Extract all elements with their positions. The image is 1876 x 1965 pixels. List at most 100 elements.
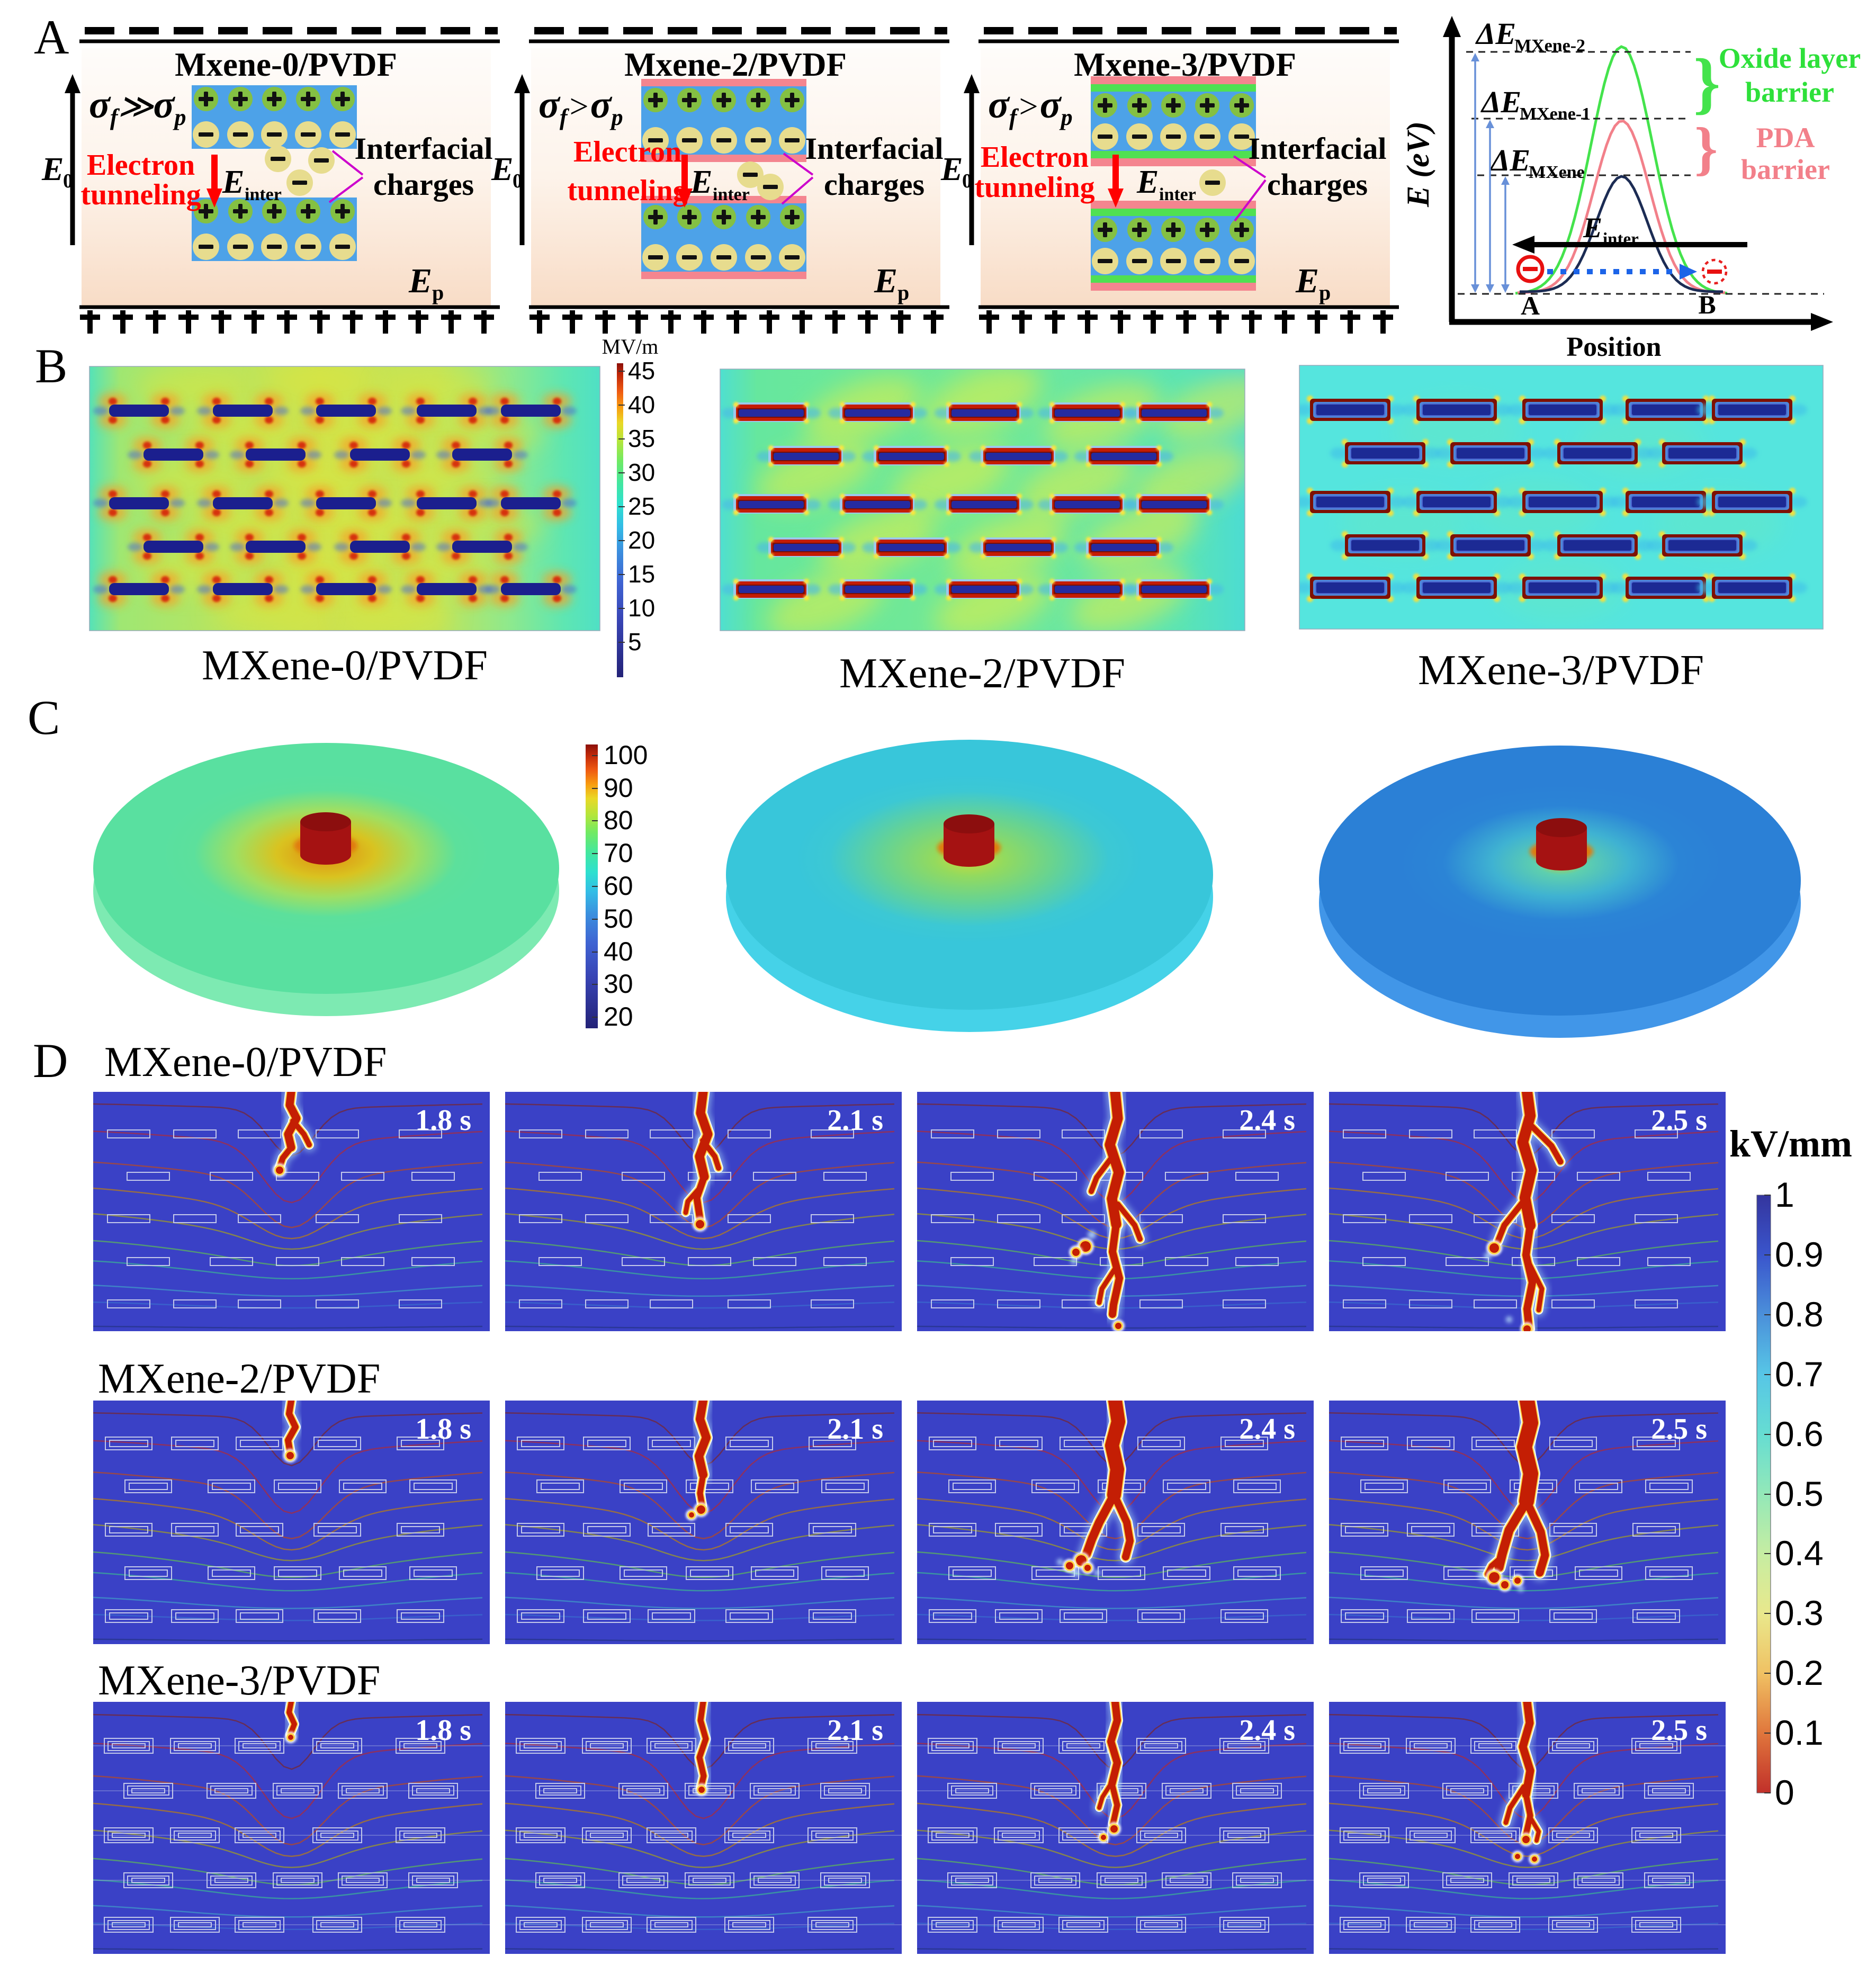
svg-text:Interfacial: Interfacial xyxy=(1249,131,1387,166)
svg-text:0.4: 0.4 xyxy=(1775,1533,1824,1573)
svg-text:0: 0 xyxy=(513,170,523,192)
svg-text:inter: inter xyxy=(1159,185,1196,204)
svg-text:2.5 s: 2.5 s xyxy=(1651,1104,1707,1137)
svg-text:tunneling: tunneling xyxy=(80,178,201,211)
svg-text:Oxide layer: Oxide layer xyxy=(1719,42,1861,74)
svg-text:MXene-0/PVDF: MXene-0/PVDF xyxy=(104,1039,387,1085)
svg-text:2.4 s: 2.4 s xyxy=(1239,1714,1295,1747)
svg-text:Interfacial: Interfacial xyxy=(805,131,944,166)
svg-text:A: A xyxy=(34,10,69,64)
svg-text:25: 25 xyxy=(628,492,655,520)
svg-text:}: } xyxy=(1694,116,1718,182)
svg-text:inter: inter xyxy=(245,185,282,204)
svg-text:90: 90 xyxy=(604,773,633,803)
svg-text:tunneling: tunneling xyxy=(974,171,1094,204)
svg-text:70: 70 xyxy=(604,838,633,868)
svg-text:2.1 s: 2.1 s xyxy=(827,1413,883,1446)
svg-text:barrier: barrier xyxy=(1741,154,1830,185)
svg-text:0.7: 0.7 xyxy=(1775,1354,1824,1394)
svg-text:5: 5 xyxy=(628,628,642,656)
svg-text:35: 35 xyxy=(628,425,655,452)
svg-text:1: 1 xyxy=(1775,1175,1794,1214)
svg-text:p: p xyxy=(1319,281,1331,304)
svg-text:40: 40 xyxy=(628,391,655,418)
svg-text:tunneling: tunneling xyxy=(567,174,687,207)
svg-text:E: E xyxy=(1136,164,1159,200)
svg-text:MXene-3/PVDF: MXene-3/PVDF xyxy=(98,1657,380,1704)
svg-text:20: 20 xyxy=(628,526,655,554)
svg-text:Interfacial: Interfacial xyxy=(355,131,493,166)
svg-text:1.8 s: 1.8 s xyxy=(415,1714,471,1747)
svg-text:E: E xyxy=(1295,262,1319,300)
svg-text:ΔE: ΔE xyxy=(1489,143,1530,177)
svg-text:0.2: 0.2 xyxy=(1775,1653,1824,1692)
svg-text:kV/mm: kV/mm xyxy=(1729,1123,1852,1165)
svg-text:2.4 s: 2.4 s xyxy=(1239,1413,1295,1446)
svg-text:2.5 s: 2.5 s xyxy=(1651,1413,1707,1446)
svg-text:10: 10 xyxy=(628,594,655,622)
svg-text:σf≫σp: σf≫σp xyxy=(89,83,186,130)
svg-text:2.1 s: 2.1 s xyxy=(827,1714,883,1747)
svg-text:0.5: 0.5 xyxy=(1775,1474,1824,1513)
svg-text:E: E xyxy=(222,164,244,200)
svg-text:20: 20 xyxy=(604,1002,633,1031)
svg-text:MXene-1: MXene-1 xyxy=(1520,104,1591,124)
svg-text:30: 30 xyxy=(604,969,633,999)
svg-text:E: E xyxy=(940,151,963,187)
svg-text:60: 60 xyxy=(604,871,633,901)
svg-text:D: D xyxy=(33,1034,68,1088)
svg-text:MXene-0/PVDF: MXene-0/PVDF xyxy=(202,641,488,689)
svg-text:B: B xyxy=(1698,290,1716,319)
svg-text:50: 50 xyxy=(604,904,633,934)
svg-text:MXene-2: MXene-2 xyxy=(1514,36,1585,56)
svg-text:Position: Position xyxy=(1566,332,1661,362)
svg-text:0.3: 0.3 xyxy=(1775,1593,1824,1632)
svg-text:ΔE: ΔE xyxy=(1480,85,1521,119)
svg-text:C: C xyxy=(28,690,60,744)
svg-text:}: } xyxy=(1693,45,1720,121)
svg-text:1.8 s: 1.8 s xyxy=(415,1413,471,1446)
svg-text:Electron: Electron xyxy=(981,141,1089,174)
svg-text:45: 45 xyxy=(628,357,655,384)
svg-text:100: 100 xyxy=(604,740,648,770)
svg-text:40: 40 xyxy=(604,937,633,966)
svg-text:E: E xyxy=(491,151,513,187)
svg-text:Mxene-2/PVDF: Mxene-2/PVDF xyxy=(624,46,847,83)
svg-text:E: E xyxy=(1583,212,1602,244)
svg-text:2.1 s: 2.1 s xyxy=(827,1104,883,1137)
svg-text:MV/m: MV/m xyxy=(602,335,659,358)
svg-text:30: 30 xyxy=(628,459,655,486)
svg-text:0: 0 xyxy=(962,170,972,192)
svg-text:ΔE: ΔE xyxy=(1475,16,1516,51)
svg-text:barrier: barrier xyxy=(1745,76,1834,108)
svg-text:E: E xyxy=(690,164,712,200)
svg-text:charges: charges xyxy=(824,167,924,202)
svg-text:80: 80 xyxy=(604,805,633,835)
svg-text:PDA: PDA xyxy=(1756,122,1815,154)
svg-text:p: p xyxy=(432,281,444,304)
svg-text:σf>σp: σf>σp xyxy=(538,83,623,130)
svg-text:0.1: 0.1 xyxy=(1775,1713,1824,1752)
svg-text:A: A xyxy=(1521,291,1540,320)
svg-text:MXene: MXene xyxy=(1529,163,1585,182)
svg-text:charges: charges xyxy=(373,167,474,202)
svg-text:0: 0 xyxy=(63,170,73,192)
svg-text:E: E xyxy=(408,262,432,300)
svg-text:MXene-2/PVDF: MXene-2/PVDF xyxy=(98,1356,380,1402)
svg-text:Mxene-0/PVDF: Mxene-0/PVDF xyxy=(175,46,397,83)
svg-text:E: E xyxy=(874,262,897,300)
svg-text:0.6: 0.6 xyxy=(1775,1414,1824,1453)
svg-text:σf>σp: σf>σp xyxy=(988,83,1073,130)
svg-text:charges: charges xyxy=(1267,167,1368,202)
svg-text:p: p xyxy=(897,281,909,304)
svg-text:Electron: Electron xyxy=(573,136,681,168)
svg-text:E: E xyxy=(41,151,64,187)
svg-text:MXene-2/PVDF: MXene-2/PVDF xyxy=(839,649,1125,697)
svg-text:0.9: 0.9 xyxy=(1775,1235,1824,1274)
svg-text:1.8 s: 1.8 s xyxy=(415,1104,471,1137)
svg-text:inter: inter xyxy=(713,185,750,204)
svg-text:B: B xyxy=(35,339,67,393)
svg-text:2.5 s: 2.5 s xyxy=(1651,1714,1707,1747)
svg-text:inter: inter xyxy=(1603,230,1639,249)
svg-text:E (eV): E (eV) xyxy=(1401,121,1435,208)
